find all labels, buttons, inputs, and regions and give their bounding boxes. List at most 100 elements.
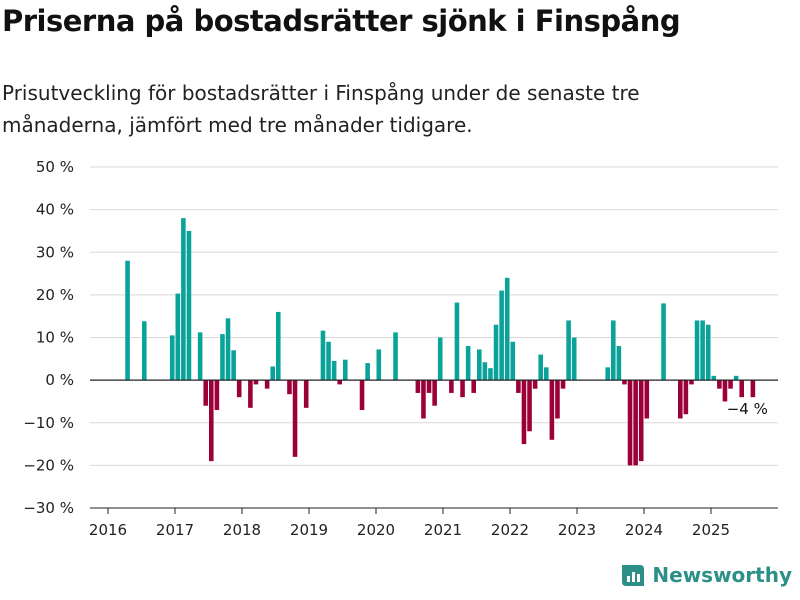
y-tick-label: 10 % xyxy=(36,329,74,347)
newsworthy-logo: Newsworthy xyxy=(620,562,792,588)
bar xyxy=(566,320,571,381)
bar xyxy=(633,380,638,466)
bar xyxy=(287,380,292,395)
bar xyxy=(694,320,700,381)
y-tick-label: 20 % xyxy=(36,286,74,304)
x-tick-label: 2021 xyxy=(424,521,462,539)
bar xyxy=(331,360,337,381)
bar xyxy=(544,367,549,381)
bar xyxy=(432,380,437,406)
bar xyxy=(276,311,281,381)
axis-layer: 50 % 40 % 30 % 20 % 10 % 0 % −10 % −20 % −30 % 20… xyxy=(23,158,778,539)
bar xyxy=(521,380,527,445)
bar xyxy=(549,380,555,440)
bar xyxy=(236,380,242,398)
bar xyxy=(460,380,465,398)
bar xyxy=(125,260,130,381)
newsworthy-logo-text: Newsworthy xyxy=(652,563,792,587)
bar xyxy=(454,302,460,381)
newsworthy-logo-icon xyxy=(622,565,645,586)
x-tick-label: 2025 xyxy=(692,521,730,539)
bar xyxy=(465,346,471,381)
bar xyxy=(728,380,733,389)
last-value-annotation: −4 % xyxy=(727,400,768,418)
chart-title: Priserna på bostadsrätter sjönk i Finspå… xyxy=(2,4,681,38)
bar xyxy=(627,380,633,466)
bar xyxy=(197,332,203,381)
y-tick-label: 30 % xyxy=(36,243,74,261)
bar xyxy=(638,380,644,462)
bar xyxy=(253,380,259,385)
bar xyxy=(320,330,326,381)
bar xyxy=(717,380,722,389)
grid-layer xyxy=(90,166,778,509)
chart-subtitle: Prisutveckling för bostadsrätter i Finsp… xyxy=(2,81,640,137)
bar xyxy=(644,380,650,419)
bar xyxy=(203,380,208,406)
bar xyxy=(326,341,331,381)
bar xyxy=(616,346,622,381)
x-tick-label: 2018 xyxy=(223,521,261,539)
bar xyxy=(169,335,175,381)
bar xyxy=(722,380,728,402)
bar xyxy=(661,303,666,381)
bar xyxy=(175,293,181,381)
bar xyxy=(264,380,270,389)
bar xyxy=(482,362,488,381)
x-tick-label: 2017 xyxy=(156,521,194,539)
bar xyxy=(437,337,443,381)
bar xyxy=(571,337,577,381)
bar xyxy=(622,380,627,385)
bar xyxy=(471,380,476,393)
bar xyxy=(343,359,348,381)
x-tick-label: 2023 xyxy=(558,521,596,539)
bar xyxy=(365,363,370,381)
bar xyxy=(538,354,543,381)
bar xyxy=(303,380,309,408)
x-tick-label: 2022 xyxy=(491,521,529,539)
bar xyxy=(220,334,225,381)
bar xyxy=(689,380,694,385)
bar xyxy=(532,380,538,389)
bar xyxy=(499,290,504,381)
bar xyxy=(705,324,711,381)
bar xyxy=(510,341,516,381)
bar xyxy=(527,380,532,432)
bar xyxy=(142,321,147,381)
bar xyxy=(248,380,253,408)
bar xyxy=(209,380,214,462)
bar xyxy=(555,380,560,419)
x-tick-label: 2019 xyxy=(290,521,328,539)
y-tick-label: −20 % xyxy=(23,456,74,474)
y-tick-label: 0 % xyxy=(45,371,74,389)
y-tick-label: −30 % xyxy=(23,499,74,517)
bar xyxy=(186,230,192,381)
y-tick-label: 50 % xyxy=(36,158,74,176)
bar xyxy=(750,380,756,398)
bar xyxy=(678,380,683,419)
bar xyxy=(292,380,298,457)
bar xyxy=(337,380,342,385)
bar xyxy=(605,367,610,381)
bar xyxy=(733,375,739,381)
bar xyxy=(359,380,365,410)
bar xyxy=(270,366,275,381)
bar xyxy=(376,349,382,381)
bar xyxy=(683,380,689,415)
bar xyxy=(231,350,236,381)
bar xyxy=(560,380,566,389)
bar xyxy=(477,349,482,381)
bar xyxy=(421,380,426,419)
x-tick-label: 2020 xyxy=(357,521,395,539)
bar xyxy=(214,380,220,410)
bar xyxy=(426,380,432,393)
bar xyxy=(493,324,499,381)
bar xyxy=(393,332,398,381)
x-tick-label: 2016 xyxy=(89,521,127,539)
x-tick-label: 2024 xyxy=(625,521,663,539)
bar xyxy=(449,380,454,393)
bar xyxy=(415,380,421,393)
bar xyxy=(739,380,744,398)
bar-chart: 50 % 40 % 30 % 20 % 10 % 0 % −10 % −20 % −30 % 20… xyxy=(23,158,778,539)
bar xyxy=(611,320,616,381)
